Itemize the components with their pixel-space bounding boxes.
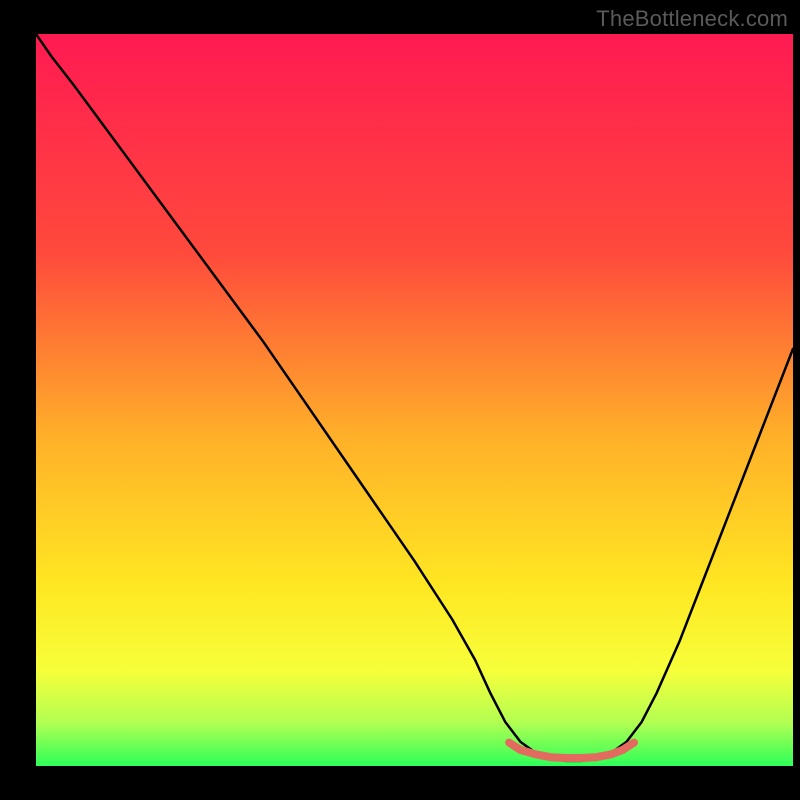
main-curve <box>36 34 793 761</box>
chart-container: TheBottleneck.com <box>0 0 800 800</box>
plot-area <box>36 34 793 766</box>
accent-curve <box>509 743 634 758</box>
curves-svg <box>36 34 793 766</box>
watermark-text: TheBottleneck.com <box>596 6 788 32</box>
